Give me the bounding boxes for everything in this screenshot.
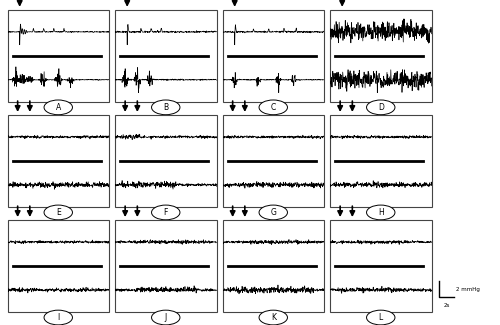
- Text: K: K: [271, 313, 276, 322]
- Text: 2 mmHg: 2 mmHg: [456, 287, 479, 292]
- Bar: [330, 115, 432, 207]
- Text: 2s: 2s: [444, 303, 450, 308]
- Text: A: A: [56, 103, 61, 112]
- Ellipse shape: [44, 310, 72, 325]
- Text: L: L: [378, 313, 383, 322]
- Text: C: C: [270, 103, 276, 112]
- Ellipse shape: [366, 100, 395, 115]
- Ellipse shape: [152, 100, 180, 115]
- Ellipse shape: [152, 310, 180, 325]
- Bar: [8, 10, 109, 102]
- Ellipse shape: [259, 100, 288, 115]
- Bar: [330, 10, 432, 102]
- Bar: [115, 115, 216, 207]
- Ellipse shape: [44, 100, 72, 115]
- Ellipse shape: [366, 205, 395, 220]
- Bar: [115, 220, 216, 312]
- Ellipse shape: [152, 205, 180, 220]
- Text: E: E: [56, 208, 60, 217]
- Text: B: B: [163, 103, 168, 112]
- Bar: [115, 10, 216, 102]
- Text: I: I: [57, 313, 59, 322]
- Text: F: F: [164, 208, 168, 217]
- Bar: [8, 115, 109, 207]
- Bar: [8, 220, 109, 312]
- Text: J: J: [164, 313, 167, 322]
- Text: H: H: [378, 208, 384, 217]
- Bar: [222, 10, 324, 102]
- Bar: [222, 115, 324, 207]
- Bar: [330, 220, 432, 312]
- Ellipse shape: [366, 310, 395, 325]
- Ellipse shape: [259, 310, 288, 325]
- Text: G: G: [270, 208, 276, 217]
- Ellipse shape: [44, 205, 72, 220]
- Ellipse shape: [259, 205, 288, 220]
- Text: D: D: [378, 103, 384, 112]
- Bar: [222, 220, 324, 312]
